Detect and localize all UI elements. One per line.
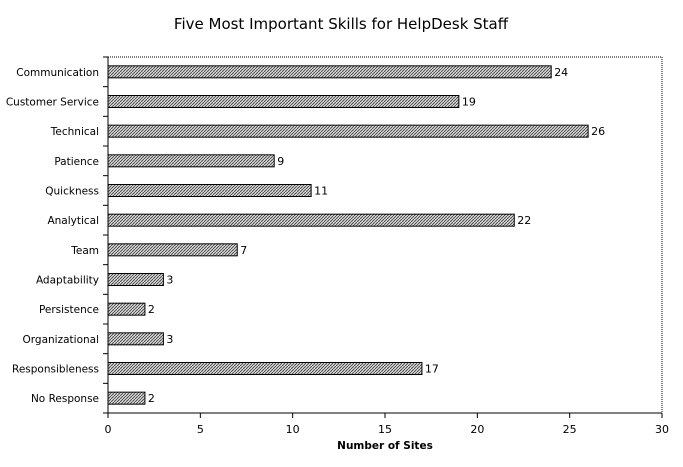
category-label: No Response (31, 393, 99, 405)
data-label: 3 (166, 333, 173, 346)
chart-title: Five Most Important Skills for HelpDesk … (174, 15, 509, 33)
data-label: 2 (148, 303, 155, 316)
bar (107, 65, 552, 79)
data-label: 9 (277, 155, 284, 168)
bar (107, 391, 146, 405)
bar (107, 273, 164, 286)
data-label: 2 (148, 392, 155, 405)
category-label: Quickness (45, 186, 99, 198)
data-label: 26 (591, 125, 605, 138)
category-label: Team (70, 245, 99, 257)
category-labels: Communication Customer Service Technical Pa… (6, 67, 99, 405)
bar (107, 362, 423, 375)
category-label: Responsibleness (12, 364, 99, 376)
x-tick-label: 15 (378, 423, 392, 436)
bar (107, 302, 146, 316)
y-axis-ticks (103, 56, 108, 414)
data-label: 24 (554, 66, 568, 79)
category-label: Communication (16, 67, 99, 79)
bar (107, 124, 589, 138)
category-label: Adaptability (36, 275, 99, 287)
bar (107, 213, 515, 227)
x-tick-label: 5 (197, 423, 204, 436)
data-label: 11 (314, 185, 328, 198)
bar (107, 154, 275, 168)
x-tick-label: 10 (286, 423, 300, 436)
x-axis-ticks: 0 5 10 15 20 25 30 (105, 413, 669, 436)
category-label: Organizational (23, 334, 99, 346)
x-tick-label: 30 (655, 423, 669, 436)
x-tick-label: 20 (470, 423, 484, 436)
category-label: Technical (50, 126, 99, 138)
category-label: Patience (54, 156, 99, 168)
data-label: 19 (462, 96, 476, 109)
category-label: Analytical (47, 215, 99, 227)
x-axis-label: Number of Sites (337, 440, 433, 452)
bars (107, 65, 589, 405)
data-label: 22 (517, 214, 531, 227)
value-labels: 24 19 26 9 11 22 7 3 2 3 17 2 (148, 66, 605, 405)
bar (107, 184, 312, 197)
x-tick-label: 0 (105, 423, 112, 436)
data-label: 7 (240, 244, 247, 257)
category-label: Customer Service (6, 97, 99, 109)
x-tick-label: 25 (563, 423, 577, 436)
data-label: 3 (166, 274, 173, 287)
bar (107, 332, 164, 346)
data-label: 17 (425, 363, 439, 376)
category-label: Persistence (39, 304, 99, 316)
plot-area-frame (107, 56, 663, 414)
bar (107, 95, 460, 108)
bar (107, 243, 238, 257)
